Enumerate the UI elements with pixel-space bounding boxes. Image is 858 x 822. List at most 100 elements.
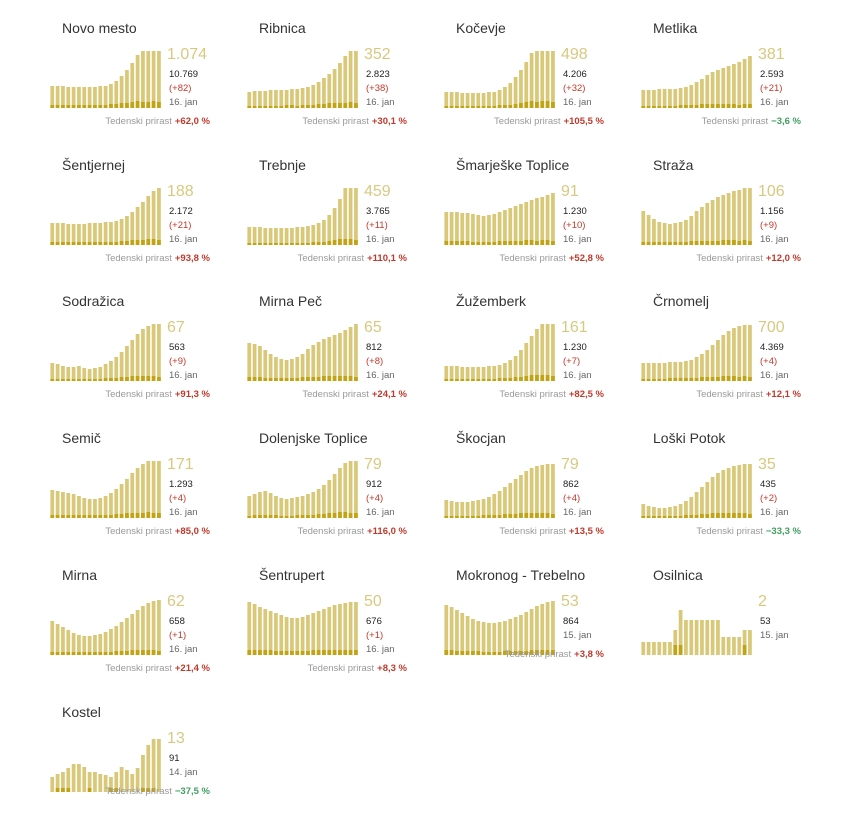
new-cases: (+4) xyxy=(366,493,384,504)
bar-accent xyxy=(742,513,747,518)
total-cases: 10.769 xyxy=(169,69,199,80)
bar xyxy=(71,764,76,792)
bar xyxy=(748,630,752,655)
bar-accent xyxy=(258,515,262,518)
bar-accent xyxy=(50,105,55,108)
bar-accent xyxy=(460,379,465,381)
bar xyxy=(316,82,321,108)
bar-accent xyxy=(662,242,667,245)
bar-accent xyxy=(61,242,65,245)
bar-accent xyxy=(444,516,449,518)
weekly-growth-label: Tedenski prirast xyxy=(499,253,566,264)
bar xyxy=(519,204,523,245)
bar-accent xyxy=(503,651,507,655)
bar xyxy=(252,344,257,381)
bar-accent xyxy=(657,242,662,245)
weekly-growth-label: Tedenski prirast xyxy=(499,526,566,537)
date-label: 16. jan xyxy=(366,97,395,108)
bar-accent xyxy=(141,240,145,245)
date-label: 16. jan xyxy=(563,97,592,108)
bar xyxy=(529,336,534,381)
bar xyxy=(354,51,358,108)
bar-accent xyxy=(151,376,156,381)
bar xyxy=(71,494,76,518)
bar-accent xyxy=(130,240,135,245)
bar-accent xyxy=(290,651,294,655)
bar-accent xyxy=(55,515,60,518)
bar xyxy=(673,89,678,108)
date-label: 16. jan xyxy=(366,644,395,655)
bar-accent xyxy=(444,379,449,381)
bar-accent xyxy=(726,240,731,245)
new-cases: (+21) xyxy=(169,220,192,231)
bar xyxy=(103,496,108,518)
bar-accent xyxy=(157,102,161,108)
bar xyxy=(673,223,678,245)
bar-accent xyxy=(662,106,667,108)
new-cases: (+11) xyxy=(366,220,388,231)
bar xyxy=(449,212,454,245)
bar-accent xyxy=(716,513,720,518)
bar-accent xyxy=(641,516,646,518)
bar xyxy=(519,615,523,655)
bar xyxy=(279,498,284,518)
bar-accent xyxy=(343,103,348,108)
bar xyxy=(114,221,119,245)
bar xyxy=(657,363,662,381)
bar-accent xyxy=(641,242,646,245)
bar xyxy=(77,764,81,792)
bar xyxy=(689,360,694,381)
bar xyxy=(290,89,294,108)
bar-accent xyxy=(694,241,699,245)
bar xyxy=(508,619,513,655)
municipality-name: Loški Potok xyxy=(653,430,726,446)
bar xyxy=(705,350,710,381)
municipality-name: Mokronog - Trebelno xyxy=(456,567,586,583)
bar xyxy=(465,616,470,655)
bar xyxy=(151,324,156,381)
bar-accent xyxy=(748,514,752,518)
weekly-growth-value: +52,8 % xyxy=(568,253,604,264)
bar xyxy=(135,610,140,655)
bar-accent xyxy=(66,105,71,108)
bar-accent xyxy=(87,105,92,108)
bar xyxy=(503,87,507,108)
bar xyxy=(646,642,651,655)
bar xyxy=(306,87,310,108)
bar-accent xyxy=(135,513,140,518)
bar xyxy=(487,92,491,108)
bar-accent xyxy=(103,515,108,518)
bar xyxy=(135,334,140,381)
bar-accent xyxy=(157,651,161,655)
bar xyxy=(279,615,284,655)
bar-accent xyxy=(77,515,81,518)
bar-accent xyxy=(157,377,161,381)
bar-accent xyxy=(119,377,124,381)
bar-accent xyxy=(332,103,337,108)
weekly-growth: Tedenski prirast +21,4 % xyxy=(105,663,210,674)
bar-accent xyxy=(268,515,273,518)
bar xyxy=(338,333,342,381)
weekly-growth-value: +91,3 % xyxy=(174,389,210,400)
bar xyxy=(66,768,71,792)
bar xyxy=(50,490,55,518)
weekly-growth-value: +3,8 % xyxy=(574,649,604,660)
weekly-growth-label: Tedenski prirast xyxy=(297,253,365,264)
weekly-growth-label: Tedenski prirast xyxy=(302,116,369,127)
municipality-name: Mirna Peč xyxy=(259,293,323,309)
bar-accent xyxy=(295,515,300,518)
bar-accent xyxy=(103,242,108,245)
bar xyxy=(146,196,151,245)
bar-accent xyxy=(684,378,688,381)
bar-accent xyxy=(513,514,518,518)
bar xyxy=(492,92,497,108)
bar xyxy=(455,212,459,245)
bar-accent xyxy=(252,106,257,108)
bar-accent xyxy=(306,651,310,655)
bar xyxy=(77,366,81,381)
new-cases: (+1) xyxy=(169,630,187,641)
bar-accent xyxy=(689,241,694,245)
bar xyxy=(545,195,550,245)
bar xyxy=(529,468,534,518)
bar-accent xyxy=(125,241,129,245)
